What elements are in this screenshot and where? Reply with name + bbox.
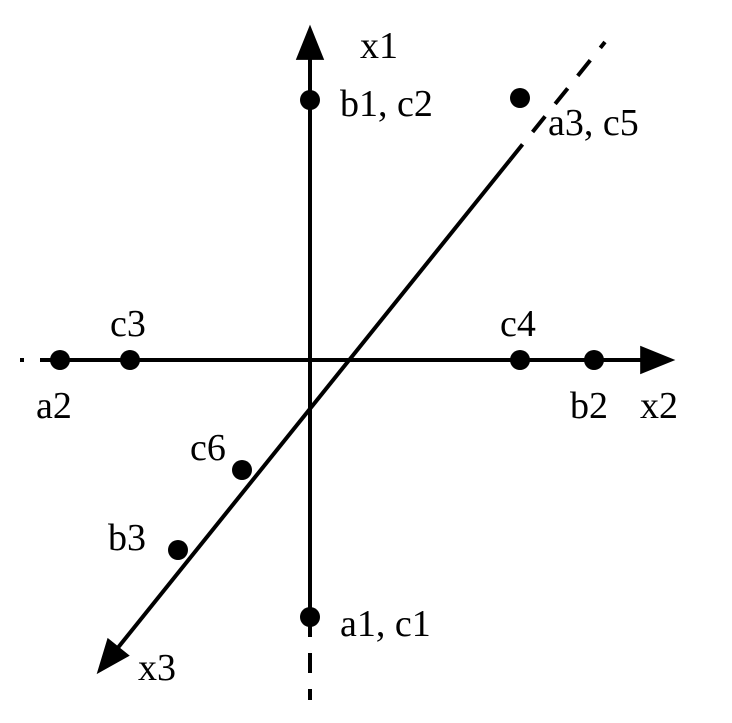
point-b2 [584, 350, 604, 370]
coordinate-diagram: x1 x2 x3 b1, c2 a3, c5 c3 a2 c4 b2 c6 b3 a1, c1 [0, 0, 732, 723]
point-b1c2-label: b1, c2 [340, 83, 433, 125]
point-b3-label: b3 [108, 517, 146, 559]
point-c3 [120, 350, 140, 370]
point-a3c5-label: a3, c5 [548, 102, 639, 144]
point-b1c2 [300, 90, 320, 110]
arrow-head-icon [642, 349, 670, 371]
point-a2 [50, 350, 70, 370]
arrow-head-icon [299, 30, 321, 58]
point-c6 [232, 460, 252, 480]
point-c4 [510, 350, 530, 370]
arrow-head-icon [100, 641, 126, 670]
point-b2-label: b2 [570, 385, 608, 427]
point-c4-label: c4 [500, 303, 536, 345]
point-a1c1-label: a1, c1 [340, 603, 431, 645]
point-c6-label: c6 [190, 427, 226, 469]
point-a1c1 [300, 607, 320, 627]
axis-x1-label: x1 [360, 25, 398, 67]
axis-x3-label: x3 [138, 647, 176, 689]
axis-x3 [100, 160, 510, 670]
axis-x2-label: x2 [640, 385, 678, 427]
point-a2-label: a2 [36, 385, 72, 427]
point-a3c5 [510, 88, 530, 108]
point-c3-label: c3 [110, 303, 146, 345]
point-b3 [168, 540, 188, 560]
